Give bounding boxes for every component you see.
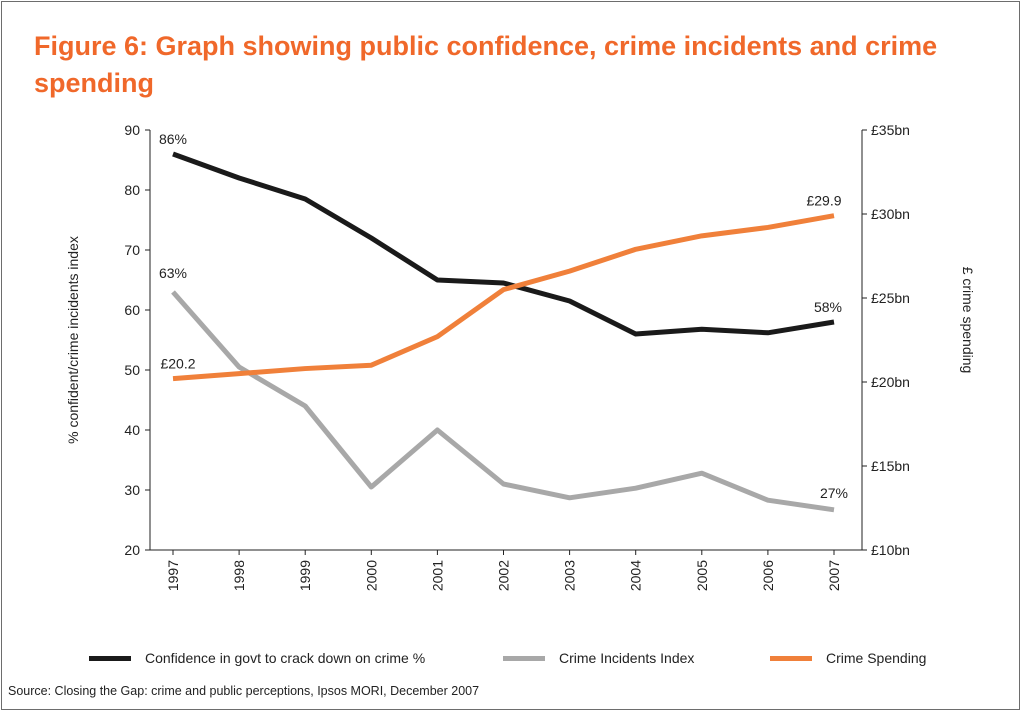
legend-label-confidence: Confidence in govt to crack down on crim… [145,650,426,666]
y-axis-title-right: £ crime spending [960,267,976,374]
legend-swatch-confidence [89,655,131,661]
data-label: 86% [159,131,187,147]
chart-legend: Confidence in govt to crack down on crim… [0,650,1023,670]
x-tick-label: 2000 [363,560,379,591]
legend-item-confidence: Confidence in govt to crack down on crim… [89,650,425,666]
series-line-spending [172,213,835,382]
y-tick-label-left: 70 [124,242,140,258]
y-tick-label-right: £25bn [871,290,910,306]
legend-label-spending: Crime Spending [826,650,927,666]
figure-title: Figure 6: Graph showing public confidenc… [34,31,938,98]
y-tick-label-left: 40 [124,422,140,438]
y-tick-label-right: £30bn [871,206,910,222]
data-label: £29.9 [806,193,841,209]
data-label: £20.2 [160,356,195,372]
x-tick-label: 1997 [165,560,181,591]
x-tick-label: 2003 [562,560,578,591]
source-note: Source: Closing the Gap: crime and publi… [8,684,480,698]
data-label: 58% [814,299,842,315]
y-tick-label-right: £35bn [871,122,910,138]
y-tick-label-left: 80 [124,182,140,198]
legend-swatch-incidents [503,655,545,661]
x-tick-label: 2007 [826,560,842,591]
x-tick-label: 1998 [231,560,247,591]
y-tick-label-left: 30 [124,482,140,498]
x-tick-label: 2004 [628,560,644,591]
y-tick-label-left: 90 [124,122,140,138]
series-line-confidence [172,151,835,337]
y-tick-label-left: 20 [124,542,140,558]
y-tick-label-right: £20bn [871,374,910,390]
y-axis-title-left: % confident/crime incidents index [65,236,81,444]
y-tick-label-right: £15bn [871,458,910,474]
y-tick-label-left: 50 [124,362,140,378]
x-tick-label: 2006 [760,560,776,591]
legend-item-incidents: Crime Incidents Index [503,650,694,666]
legend-item-spending: Crime Spending [770,650,926,666]
data-label: 27% [820,485,848,501]
legend-swatch-spending [770,655,812,661]
y-tick-label-left: 60 [124,302,140,318]
data-label: 63% [159,265,187,281]
x-tick-label: 2005 [694,560,710,591]
x-tick-label: 2002 [496,560,512,591]
y-tick-label-right: £10bn [871,542,910,558]
series-line-incidents [171,290,835,513]
x-tick-label: 2001 [429,560,445,591]
legend-label-incidents: Crime Incidents Index [559,650,695,666]
x-tick-label: 1999 [297,560,313,591]
